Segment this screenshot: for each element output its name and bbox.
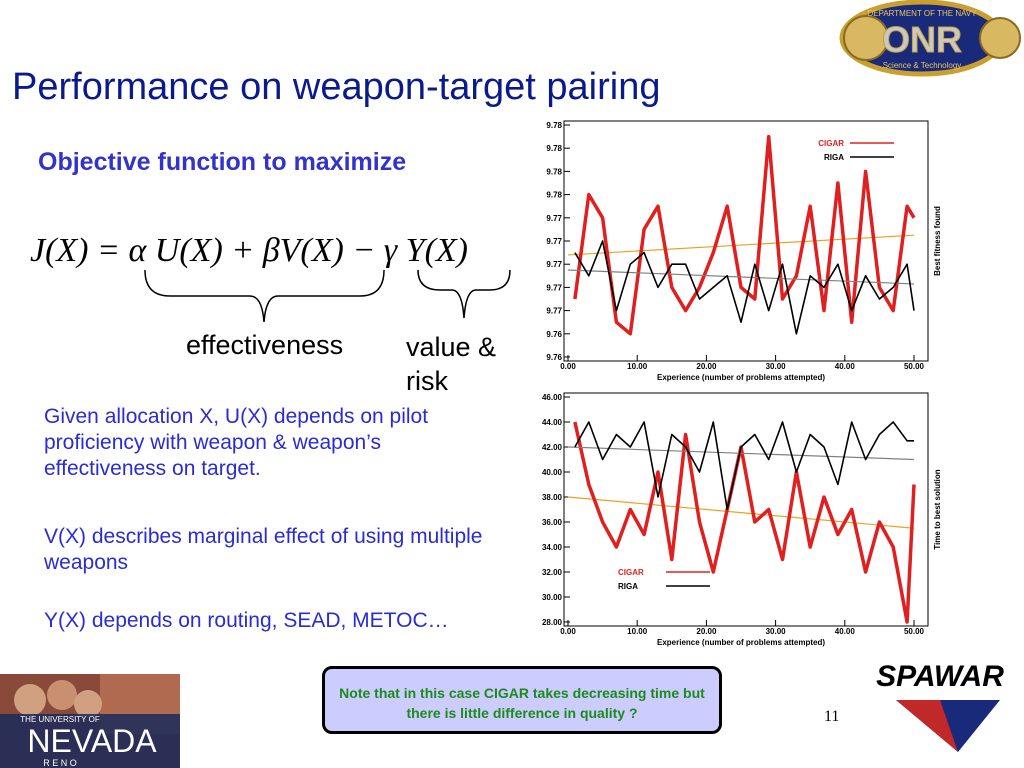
y-tick-label: 42.00 [542,443,563,452]
series-line [573,134,916,336]
x-tick-label: 30.00 [766,627,787,636]
bullet: V(X) describes marginal effect of using … [44,525,483,574]
logo-text: SPAWAR [876,660,1004,693]
legend-label: CIGAR [618,568,644,577]
unr-logo: THE UNIVERSITY OF NEVADA R E N O [0,674,180,768]
logo-text: THE UNIVERSITY OF [20,715,100,724]
y-tick-label: 9.77 [546,214,562,223]
slide-title: Performance on weapon-target pairing [12,66,661,108]
y-tick-label: 38.00 [542,493,563,502]
y-tick-label: 40.00 [542,468,563,477]
y-tick-label: 9.77 [546,283,562,292]
logo-text: Science & Technology [883,61,962,70]
x-tick-label: 30.00 [766,362,787,371]
x-axis-label: Experience (number of problems attempted… [657,373,825,382]
y-tick-label: 9.78 [546,121,562,130]
trend-line [567,269,915,285]
y-tick-label: 28.00 [542,618,563,627]
y-axis-label: Best fitness found [933,206,942,276]
plot-frame [563,392,929,627]
onr-logo: DEPARTMENT OF THE NAVY ONR Science & Tec… [839,0,1021,77]
bullet: Given allocation X, U(X) depends on pilo… [44,405,429,480]
y-tick-label: 9.76 [546,353,562,362]
brace-label: effectiveness [186,330,344,360]
x-tick-label: 40.00 [835,627,856,636]
logo-text: ONR [882,19,962,60]
brace [417,269,511,319]
series-line [573,421,916,624]
x-tick-label: 50.00 [904,627,925,636]
x-tick-label: 10.00 [627,362,648,371]
trend-line [567,496,915,529]
x-tick-label: 0.00 [560,362,576,371]
x-axis-label: Experience (number of problems attempted… [657,638,825,647]
logo-text: DEPARTMENT OF THE NAVY [867,9,977,18]
trend-line [567,446,915,461]
y-tick-label: 9.77 [546,307,562,316]
trend-line [567,234,915,256]
legend-label: CIGAR [818,139,844,148]
spawar-logo: SPAWAR [876,660,1004,752]
y-tick-label: 9.76 [546,330,562,339]
y-tick-label: 34.00 [542,543,563,552]
y-tick-label: 9.78 [546,144,562,153]
series-line [574,421,914,511]
page-number: 11 [824,708,840,725]
y-tick-label: 32.00 [542,568,563,577]
x-tick-label: 20.00 [696,362,717,371]
y-tick-label: 9.78 [546,167,562,176]
series-line [574,240,915,335]
subtitle: Objective function to maximize [38,148,407,176]
y-tick-label: 9.78 [546,191,562,200]
chart: 9.76 9.76 9.77 9.77 9.77 9.77 9.77 9.78 9.78 9.78… [546,120,942,382]
x-tick-label: 0.00 [560,627,576,636]
y-axis-label: Time to best solution [933,469,942,549]
x-tick-label: 40.00 [835,362,856,371]
brace [144,269,385,323]
y-tick-label: 36.00 [542,518,563,527]
y-tick-label: 44.00 [542,418,563,427]
x-tick-label: 20.00 [696,627,717,636]
logo-text: R E N O [43,758,77,768]
legend-label: RIGA [824,153,844,162]
brace-label: value & risk [406,332,497,396]
logo-text: NEVADA [27,723,157,759]
legend-label: RIGA [618,582,638,591]
formula: J(X) = α U(X) + βV(X) − γ Y(X) [30,232,468,269]
note-box: Note that in this case CIGAR takes decre… [322,666,722,734]
y-tick-label: 46.00 [542,393,563,402]
y-tick-label: 9.77 [546,260,562,269]
bullet: Y(X) depends on routing, SEAD, METOC… [44,609,449,632]
chart: 28.00 30.00 32.00 34.00 36.00 38.00 40.00 42.00… [542,392,942,647]
x-tick-label: 50.00 [904,362,925,371]
y-tick-label: 30.00 [542,593,563,602]
y-tick-label: 9.77 [546,237,562,246]
x-tick-label: 10.00 [627,627,648,636]
